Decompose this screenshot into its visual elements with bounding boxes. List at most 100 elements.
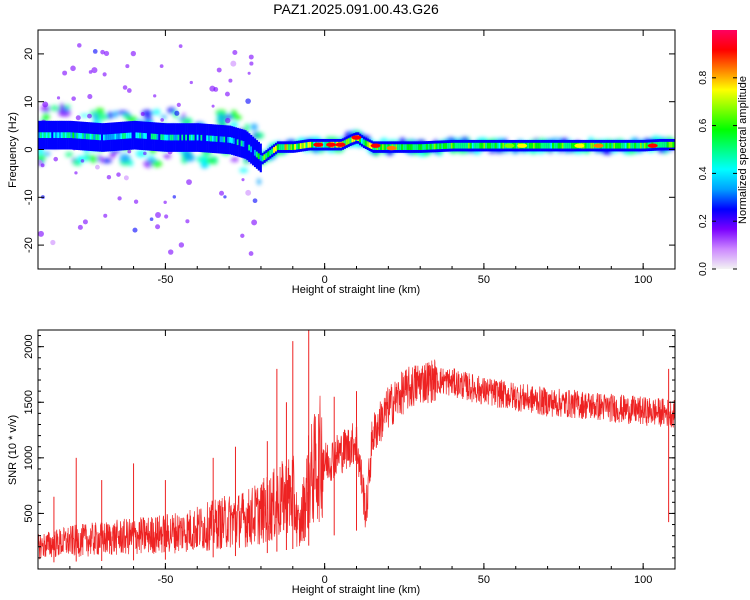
ridge-core [118, 133, 121, 140]
spectrogram-cell [53, 156, 59, 162]
spectrogram-cell [62, 70, 68, 76]
spectrogram-cell [248, 54, 254, 60]
y-tick-label: 0 [23, 146, 35, 152]
ridge-core [232, 138, 236, 144]
spectrogram-hotspot [504, 143, 515, 148]
colorbar-label: Normalized spectral amplitude [737, 76, 749, 224]
colorbar: 0.0 0.2 0.4 0.6 0.8 Normalized spectral ampl… [698, 30, 749, 276]
spectrogram-cell [184, 154, 196, 162]
ridge-core [311, 141, 314, 148]
spectrogram-cell [241, 178, 245, 182]
ridge-core [110, 134, 113, 140]
ridge-core [660, 141, 664, 148]
ridge-core [347, 138, 350, 145]
ridge-core [324, 141, 327, 148]
spectrogram-cell [250, 123, 258, 131]
ridge-core [267, 151, 270, 158]
spectrogram-cell [160, 118, 164, 122]
ridge-core [259, 155, 262, 161]
ridge-core [557, 142, 560, 149]
spectrogram-cell [225, 117, 231, 124]
ridge-core [359, 136, 362, 143]
spectrogram-cell [140, 112, 145, 116]
ridge-core [571, 142, 574, 149]
ridge-core [567, 142, 570, 149]
ridge-core [500, 142, 503, 149]
spectrogram-cell [92, 112, 100, 122]
ridge-core [416, 144, 419, 150]
ridge-core [433, 143, 436, 150]
ridge-core [452, 142, 455, 149]
spectrogram-cell [149, 217, 154, 221]
spectrogram-cell [244, 123, 250, 131]
ridge-core [590, 142, 593, 149]
spectrogram-cell [75, 115, 81, 121]
spectrogram-cell [213, 87, 219, 92]
spectrogram-cell [205, 158, 215, 164]
colorbar-tick-label: 0.4 [698, 166, 709, 180]
ridge-core [536, 142, 539, 149]
ridge-core [152, 133, 155, 140]
ridge-core [194, 134, 197, 141]
spectrogram-ylabel: Frequency (Hz) [7, 112, 19, 188]
ridge-core [494, 142, 497, 149]
ridge-core [160, 134, 163, 141]
ridge-core [613, 142, 616, 149]
ridge-core [456, 142, 459, 149]
ridge-core [366, 141, 369, 148]
spectrogram-cell [245, 189, 252, 196]
ridge-core [670, 141, 673, 148]
ridge-core [552, 142, 555, 149]
ridge-core [68, 132, 71, 139]
ridge-core [630, 142, 633, 149]
spectrogram-hotspot [574, 143, 585, 148]
ridge-core [624, 142, 627, 149]
colorbar-ticks: 0.0 0.2 0.4 0.6 0.8 [698, 70, 737, 276]
ridge-core [179, 134, 182, 141]
spectrogram-cell [95, 107, 105, 115]
ridge-core [72, 132, 75, 139]
ridge-core [322, 141, 325, 148]
ridge-core [123, 133, 127, 139]
ridge-core [532, 142, 536, 149]
ridge-core [181, 134, 184, 141]
ridge-core [290, 144, 293, 150]
ridge-core [383, 144, 387, 150]
spectrogram-panel: -50 0 50 100 -20 -10 0 10 20 Height of straight … [7, 29, 676, 296]
ridge-core [605, 142, 608, 149]
ridge-core [125, 132, 129, 139]
ridge-core [187, 134, 190, 141]
ridge-core [255, 151, 259, 158]
spectrogram-cell [133, 199, 139, 204]
ridge-core [51, 132, 54, 139]
spectrogram-cell [153, 109, 161, 116]
ridge-core [454, 142, 457, 149]
ridge-core [479, 142, 482, 149]
ridge-core [120, 133, 123, 140]
spectrogram-cell [100, 49, 105, 55]
ridge-core [286, 144, 289, 150]
spectrogram-cell [224, 91, 230, 97]
ridge-core [64, 132, 67, 139]
spectrogram-cell [109, 151, 116, 158]
ridge-core [513, 142, 517, 149]
ridge-core [395, 144, 398, 150]
ridge-core [639, 142, 643, 149]
ridge-core [192, 134, 195, 141]
ridge-core [269, 149, 272, 156]
ridge-core [244, 141, 247, 148]
ridge-core [584, 142, 587, 149]
ridge-core [397, 144, 400, 150]
colorbar-bar [712, 30, 737, 269]
spectrogram-cell [163, 153, 172, 159]
spectrogram-cell [240, 233, 245, 238]
spectrogram-cell [88, 70, 93, 74]
ridge-core [104, 134, 108, 141]
x-tick-label: 0 [322, 274, 328, 286]
ridge-core [250, 146, 253, 153]
spectrogram-cell [78, 155, 89, 162]
ridge-core [114, 133, 117, 140]
ridge-core [609, 142, 612, 149]
x-tick-label: -50 [157, 274, 173, 286]
snr-xlabel: Height of straight line (km) [292, 584, 420, 596]
